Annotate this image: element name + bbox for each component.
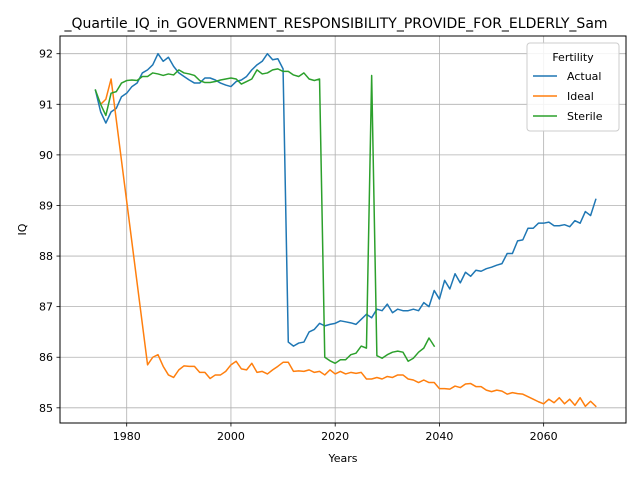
legend-entries: Actual Ideal Sterile	[533, 70, 603, 123]
x-axis-label: Years	[327, 452, 357, 465]
y-tick-label: 86	[39, 351, 53, 364]
x-tick-label: 2020	[321, 430, 349, 443]
plot-frame	[59, 35, 627, 424]
y-tick-label: 89	[39, 199, 53, 212]
series-line-sterile	[94, 68, 436, 365]
y-tick-label: 92	[39, 48, 53, 61]
y-axis-ticks: 85 86 87 88 89 90 91 92	[39, 48, 60, 415]
x-tick-label: 2060	[530, 430, 558, 443]
legend-box	[526, 42, 620, 132]
legend-label-ideal: Ideal	[567, 90, 594, 103]
x-tick-label: 2000	[217, 430, 245, 443]
legend-label-sterile: Sterile	[567, 110, 603, 123]
chart-title: _Quartile_IQ_in_GOVERNMENT_RESPONSIBILIT…	[63, 16, 607, 32]
series-line-ideal	[99, 78, 597, 408]
x-tick-label: 1980	[113, 430, 141, 443]
y-axis-label: IQ	[16, 223, 29, 235]
legend-title: Fertility	[552, 51, 594, 64]
x-tick-label: 2040	[425, 430, 453, 443]
y-tick-label: 87	[39, 301, 53, 314]
y-tick-label: 90	[39, 149, 53, 162]
legend: Fertility Actual Ideal Sterile	[526, 42, 620, 132]
y-tick-label: 91	[39, 98, 53, 111]
legend-label-actual: Actual	[567, 70, 601, 83]
y-tick-label: 88	[39, 250, 53, 263]
x-axis-ticks: 1980 2000 2020 2040 2060	[113, 423, 558, 443]
series-line-actual	[94, 52, 597, 347]
series-layer	[94, 52, 597, 408]
y-tick-label: 85	[39, 402, 53, 415]
